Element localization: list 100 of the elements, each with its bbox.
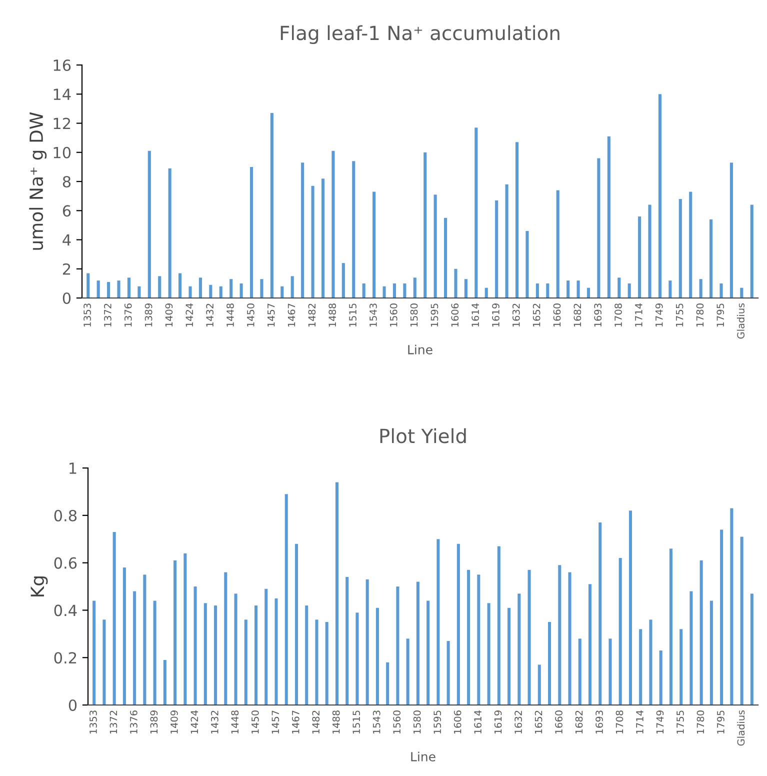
y-tick-label: 12 — [54, 118, 70, 130]
bar — [528, 570, 531, 705]
bar — [392, 283, 396, 298]
bar — [284, 494, 288, 705]
bar — [127, 278, 131, 298]
bar — [366, 579, 369, 705]
bar — [434, 194, 437, 298]
x-tick-label: 1467 — [292, 710, 300, 734]
bar — [230, 279, 233, 298]
bar — [639, 629, 642, 705]
bar — [92, 600, 96, 705]
x-tick-label: 1450 — [251, 710, 259, 734]
bar — [477, 574, 480, 705]
bar — [301, 162, 304, 298]
bar — [305, 605, 308, 705]
x-tick-label: 1409 — [170, 710, 178, 734]
x-tick-label: 1708 — [616, 710, 624, 734]
bar — [750, 594, 754, 705]
bar — [335, 482, 338, 705]
bar — [576, 280, 580, 298]
bar — [204, 603, 207, 705]
chart-title: Flag leaf-1 Na⁺ accumulation — [280, 25, 560, 44]
x-tick-label: 1652 — [534, 710, 542, 734]
x-tick-label: 1660 — [555, 710, 562, 734]
bar — [321, 178, 325, 298]
y-tick-label: 0 — [62, 292, 71, 304]
bar — [158, 276, 162, 298]
x-axis-title: Line — [408, 344, 432, 354]
bar — [96, 280, 100, 298]
bar — [568, 572, 572, 705]
x-tick-label: 1409 — [165, 304, 173, 327]
bar — [153, 600, 156, 705]
bar — [264, 588, 268, 705]
bar — [446, 641, 450, 705]
x-tick-label: 1448 — [226, 304, 234, 327]
x-tick-label: 1780 — [696, 710, 704, 734]
bar — [710, 600, 713, 705]
x-tick-label: 1614 — [472, 303, 479, 327]
x-tick-label: 1353 — [84, 304, 91, 327]
x-tick-label: 1614 — [474, 710, 482, 734]
bar — [188, 286, 192, 298]
bar — [456, 544, 460, 705]
bar — [133, 591, 136, 705]
x-axis-title: Line — [411, 752, 436, 762]
bar — [608, 638, 612, 705]
x-tick-label: 1467 — [288, 304, 296, 327]
bar — [413, 278, 416, 298]
bar — [648, 204, 652, 298]
bar — [178, 273, 182, 298]
bar — [444, 218, 448, 298]
bar — [740, 288, 744, 298]
bar — [143, 574, 146, 705]
x-tick-label: 1424 — [186, 303, 193, 327]
x-tick-label: 1606 — [454, 710, 462, 734]
bar — [426, 600, 430, 705]
x-tick-label: 1755 — [676, 710, 684, 734]
bar — [709, 219, 713, 298]
y-tick-label: 4 — [62, 234, 71, 246]
x-tick-label: 1389 — [144, 304, 152, 327]
x-tick-label: 1749 — [655, 304, 663, 327]
bar — [536, 283, 539, 298]
bar — [658, 94, 662, 298]
bar — [311, 186, 314, 298]
bar — [224, 572, 228, 705]
bar — [497, 546, 500, 705]
bar — [198, 278, 202, 298]
bar — [174, 560, 177, 705]
bar — [376, 608, 379, 705]
bar — [209, 284, 212, 298]
bar — [598, 522, 602, 705]
y-tick-label: 16 — [54, 59, 71, 72]
x-tick-label: 1560 — [393, 710, 401, 734]
y-axis-title: Kg — [30, 576, 48, 596]
bar — [362, 283, 366, 298]
bar — [464, 279, 468, 298]
x-tick-label: 1580 — [413, 710, 421, 734]
bar — [102, 620, 106, 705]
x-tick-label: 1450 — [246, 304, 254, 327]
y-tick-label: 0.8 — [54, 510, 77, 522]
x-tick-label: 1376 — [124, 303, 132, 327]
x-tick-label: 1482 — [308, 304, 316, 327]
x-tick-label: 1619 — [492, 304, 500, 327]
bar — [424, 152, 427, 298]
x-tick-label: 1606 — [451, 303, 459, 327]
y-tick-label: 0.6 — [54, 557, 77, 569]
x-tick-label: 1632 — [512, 304, 520, 327]
y-tick-label: 8 — [62, 176, 71, 188]
x-tick-label: 1372 — [104, 304, 112, 327]
bar — [214, 605, 218, 705]
bar — [244, 620, 248, 705]
bar — [294, 544, 298, 705]
x-tick-label: 1795 — [716, 304, 724, 327]
x-tick-label: 1515 — [349, 304, 356, 327]
bar — [372, 192, 376, 298]
x-tick-label: 1652 — [532, 304, 540, 327]
bar — [382, 286, 386, 298]
y-tick-label: 10 — [54, 146, 71, 158]
x-tick-label: 1515 — [352, 710, 360, 734]
y-axis-title: umol Na⁺ g DW — [29, 112, 47, 250]
bar — [659, 650, 662, 705]
